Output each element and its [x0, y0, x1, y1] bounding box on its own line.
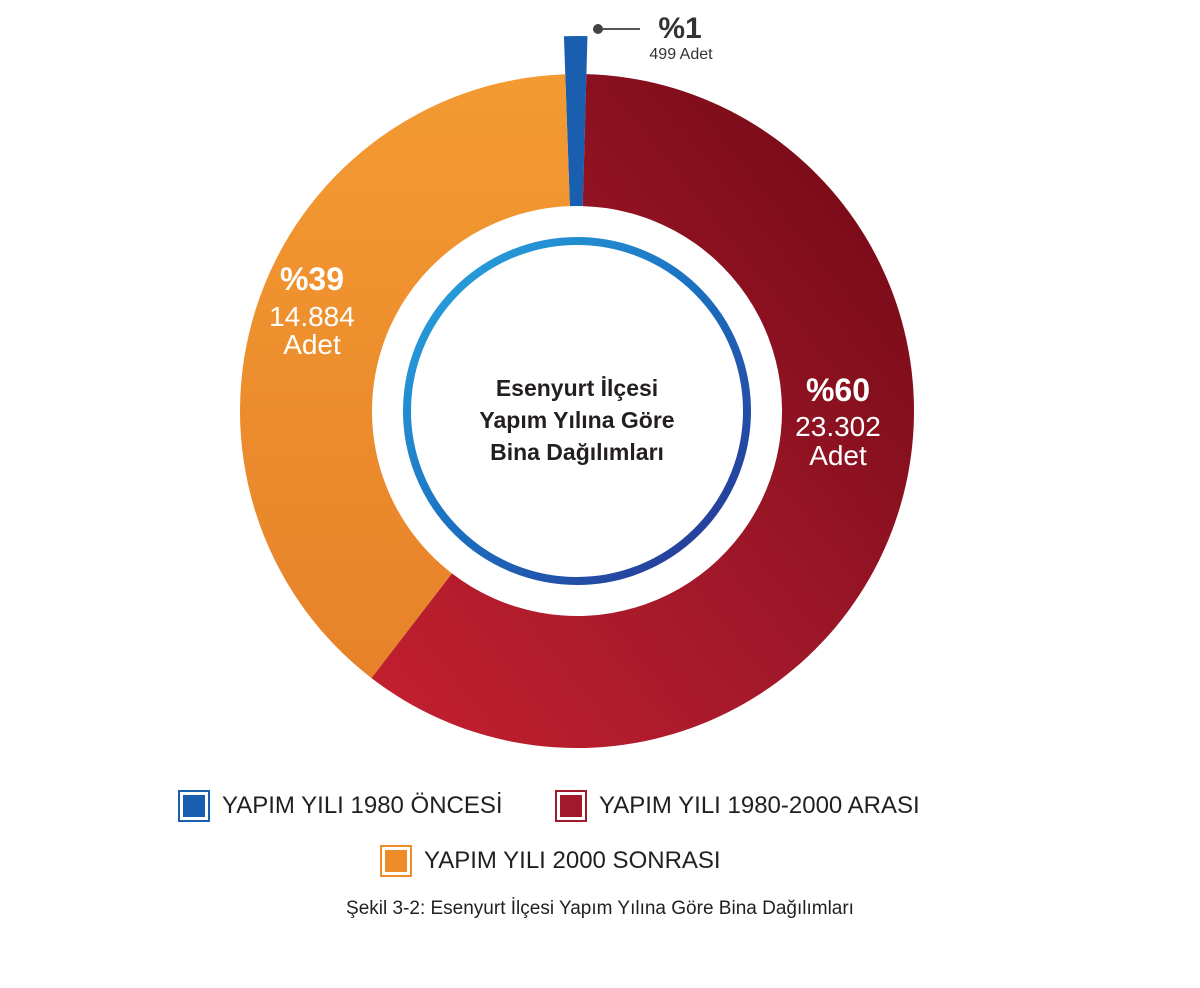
slice-count-value-2000-sonrasi: 14.884: [269, 301, 355, 332]
slice-2000-sonrasi: [240, 74, 570, 679]
chart-title-line-2: Yapım Yılına Göre: [479, 407, 674, 433]
chart-title-line-3: Bina Dağılımları: [490, 439, 664, 465]
slice-count-label-1980-oncesi: 499 Adet: [649, 46, 713, 63]
leader-dot: [593, 24, 603, 34]
slice-count-unit-1980-2000: Adet: [809, 440, 867, 471]
legend-label-1980-oncesi: YAPIM YILI 1980 ÖNCESİ: [222, 792, 503, 819]
slice-count-unit-2000-sonrasi: Adet: [283, 329, 341, 360]
legend-label-1980-2000: YAPIM YILI 1980-2000 ARASI: [599, 792, 920, 819]
legend-label-2000-sonrasi: YAPIM YILI 2000 SONRASI: [424, 847, 721, 874]
legend-swatch-1980-2000: [555, 790, 587, 822]
slice-percent-label-1980-2000: %60: [806, 372, 870, 408]
figure-caption: Şekil 3-2: Esenyurt İlçesi Yapım Yılına …: [346, 898, 854, 919]
legend-swatch-2000-sonrasi: [380, 845, 412, 877]
slice-percent-label-2000-sonrasi: %39: [280, 261, 344, 297]
legend-item-1980-oncesi: YAPIM YILI 1980 ÖNCESİ: [178, 790, 503, 822]
legend-item-2000-sonrasi: YAPIM YILI 2000 SONRASI: [380, 845, 721, 877]
center-ring: [403, 237, 751, 585]
slice-count-value-1980-2000: 23.302: [795, 411, 881, 442]
slices-layer: [240, 35, 914, 748]
chart-title-line-1: Esenyurt İlçesi: [496, 375, 658, 401]
slice-1980-oncesi: [563, 35, 588, 207]
legend-swatch-1980-oncesi: [178, 790, 210, 822]
slice-percent-label-1980-oncesi: %1: [658, 12, 701, 45]
slice-1980-2000: [371, 74, 914, 748]
legend-item-1980-2000: YAPIM YILI 1980-2000 ARASI: [555, 790, 920, 822]
